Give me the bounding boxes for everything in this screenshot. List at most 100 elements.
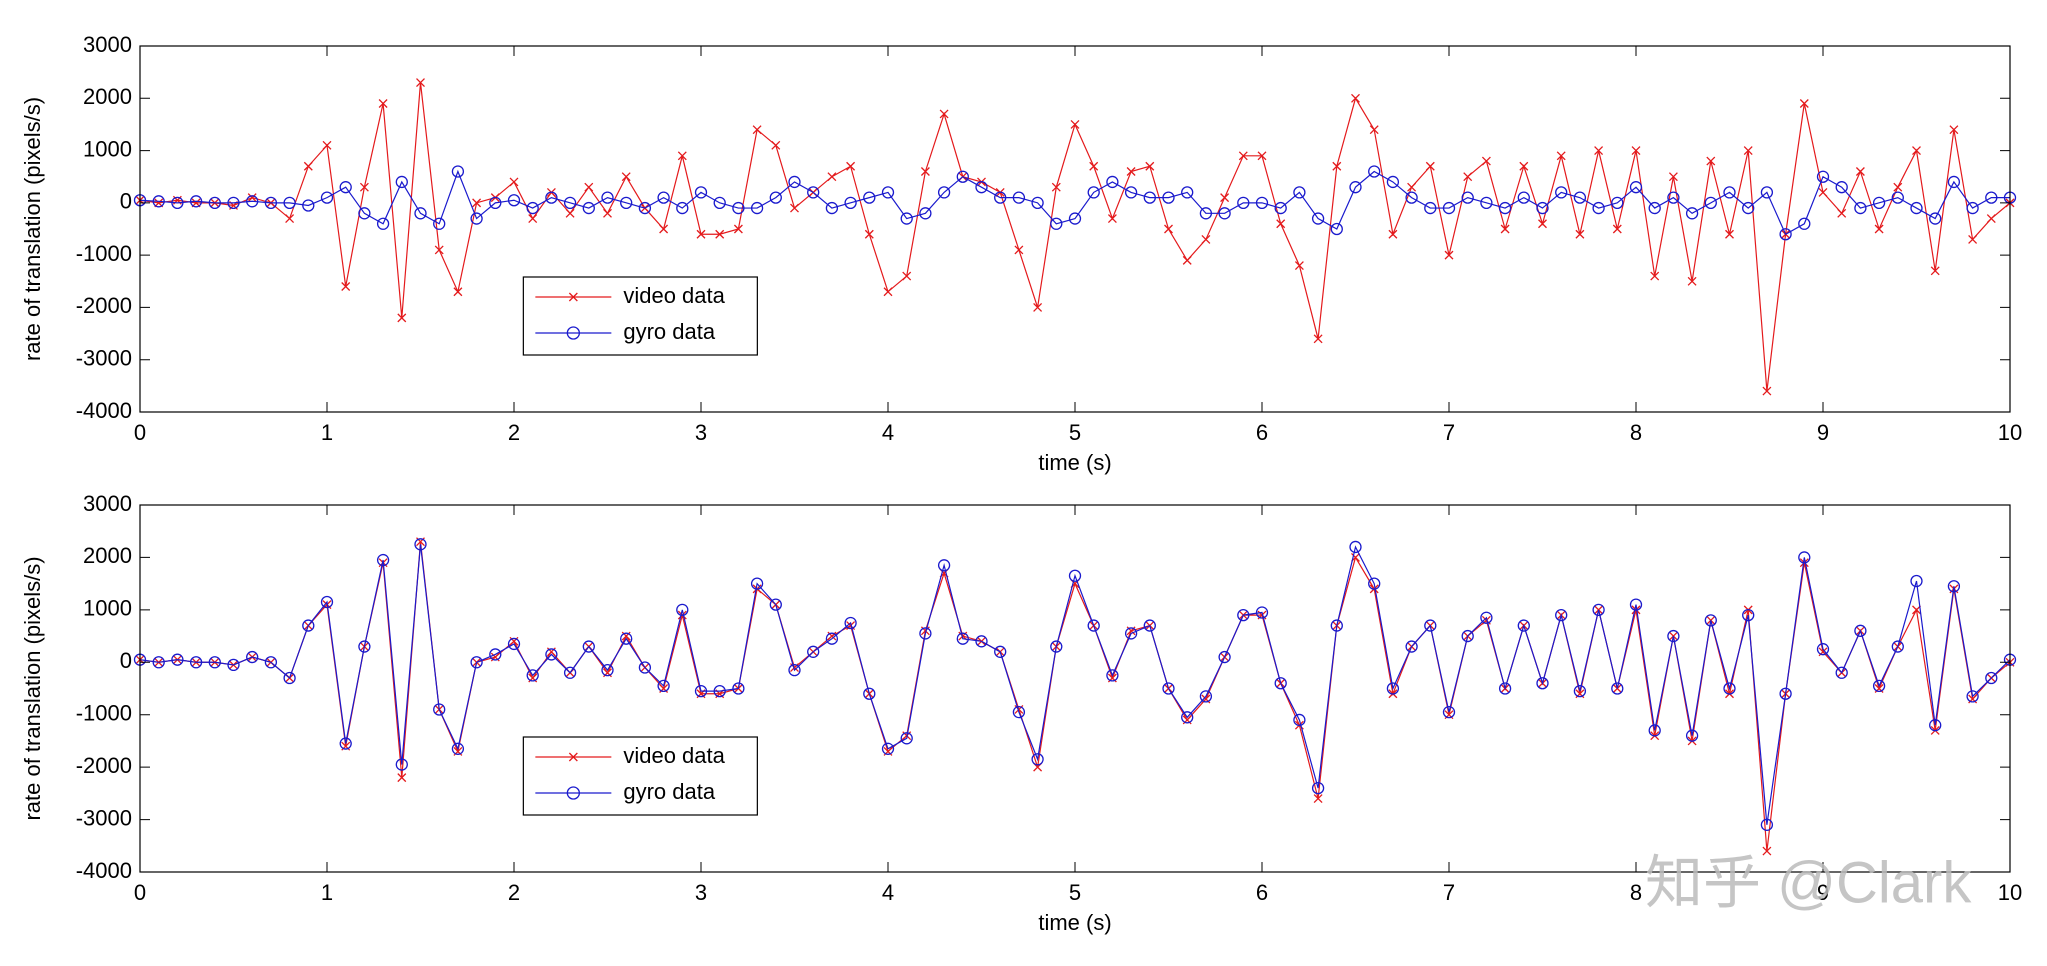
marker: [451, 742, 465, 755]
marker: [807, 186, 820, 199]
series: [133, 165, 2017, 241]
marker: [1162, 682, 1175, 695]
marker: [1685, 729, 1699, 742]
marker: [750, 577, 764, 590]
marker: [302, 199, 315, 212]
marker: [1573, 684, 1587, 698]
marker: [397, 773, 407, 783]
x-tick-label: 7: [1443, 420, 1455, 445]
marker: [844, 616, 857, 630]
marker: [283, 671, 296, 685]
marker: [601, 664, 614, 677]
marker: [881, 742, 895, 755]
marker: [939, 109, 949, 119]
marker: [1742, 201, 1755, 215]
marker: [283, 196, 296, 210]
marker: [1779, 228, 1792, 241]
marker: [1573, 191, 1587, 204]
marker: [489, 196, 502, 210]
marker: [320, 191, 334, 204]
marker: [900, 732, 913, 745]
x-axis-label: time (s): [1038, 910, 1111, 935]
marker: [732, 201, 745, 215]
marker: [1444, 250, 1454, 260]
marker: [1294, 261, 1304, 271]
marker: [376, 553, 390, 567]
marker: [227, 196, 240, 210]
marker: [827, 172, 837, 182]
marker: [1143, 191, 1156, 204]
marker: [1762, 386, 1772, 396]
marker: [189, 656, 203, 669]
marker: [1891, 640, 1904, 653]
marker: [1405, 191, 1418, 204]
marker: [1463, 172, 1473, 182]
marker: [1538, 219, 1547, 229]
marker: [322, 140, 332, 150]
marker: [1051, 182, 1061, 192]
data-line: [139, 544, 2011, 825]
marker: [1835, 666, 1848, 679]
marker: [1068, 212, 1082, 225]
marker: [1293, 713, 1306, 727]
x-tick-label: 4: [882, 880, 894, 905]
x-tick-label: 6: [1256, 420, 1268, 445]
marker: [1743, 146, 1753, 156]
marker: [1480, 611, 1493, 624]
x-tick-label: 9: [1817, 420, 1829, 445]
x-tick-label: 7: [1443, 880, 1455, 905]
x-tick-label: 5: [1069, 420, 1081, 445]
marker: [1575, 229, 1585, 239]
marker: [1517, 619, 1530, 632]
marker: [1912, 146, 1921, 156]
marker: [472, 198, 482, 208]
marker: [1311, 781, 1325, 795]
legend-label: video data: [623, 283, 725, 308]
marker: [1012, 705, 1026, 719]
marker: [1687, 276, 1697, 286]
marker: [1106, 669, 1119, 682]
marker: [509, 177, 519, 187]
marker: [732, 682, 745, 695]
marker: [1498, 682, 1512, 695]
y-tick-label: -4000: [76, 398, 132, 423]
marker: [1162, 191, 1175, 204]
marker: [1349, 181, 1362, 194]
marker: [1274, 677, 1287, 690]
marker: [1313, 334, 1323, 344]
marker: [1555, 608, 1568, 622]
marker: [171, 196, 184, 210]
marker: [1893, 182, 1903, 192]
marker: [1498, 201, 1512, 215]
marker: [844, 196, 857, 210]
marker: [956, 632, 969, 645]
marker: [1143, 619, 1156, 632]
marker: [1891, 191, 1904, 204]
marker: [1145, 161, 1155, 171]
x-tick-label: 2: [508, 420, 520, 445]
y-axis-label: rate of translation (pixels/s): [20, 556, 45, 820]
marker: [620, 632, 633, 645]
marker: [339, 181, 352, 194]
marker: [1181, 186, 1194, 199]
marker: [920, 167, 930, 176]
marker: [434, 245, 444, 255]
marker: [1199, 207, 1213, 220]
marker: [603, 208, 612, 218]
marker: [621, 172, 631, 182]
plot-area: [140, 46, 2010, 412]
marker: [1648, 201, 1661, 215]
marker: [152, 656, 165, 669]
x-tick-label: 1: [321, 880, 333, 905]
marker: [395, 758, 408, 771]
marker: [1181, 711, 1194, 724]
marker: [1124, 186, 1138, 199]
marker: [320, 595, 334, 609]
marker: [620, 196, 633, 210]
marker: [659, 224, 669, 234]
marker: [715, 229, 725, 239]
marker: [1126, 167, 1136, 176]
marker: [1349, 540, 1362, 554]
marker: [1068, 569, 1082, 582]
